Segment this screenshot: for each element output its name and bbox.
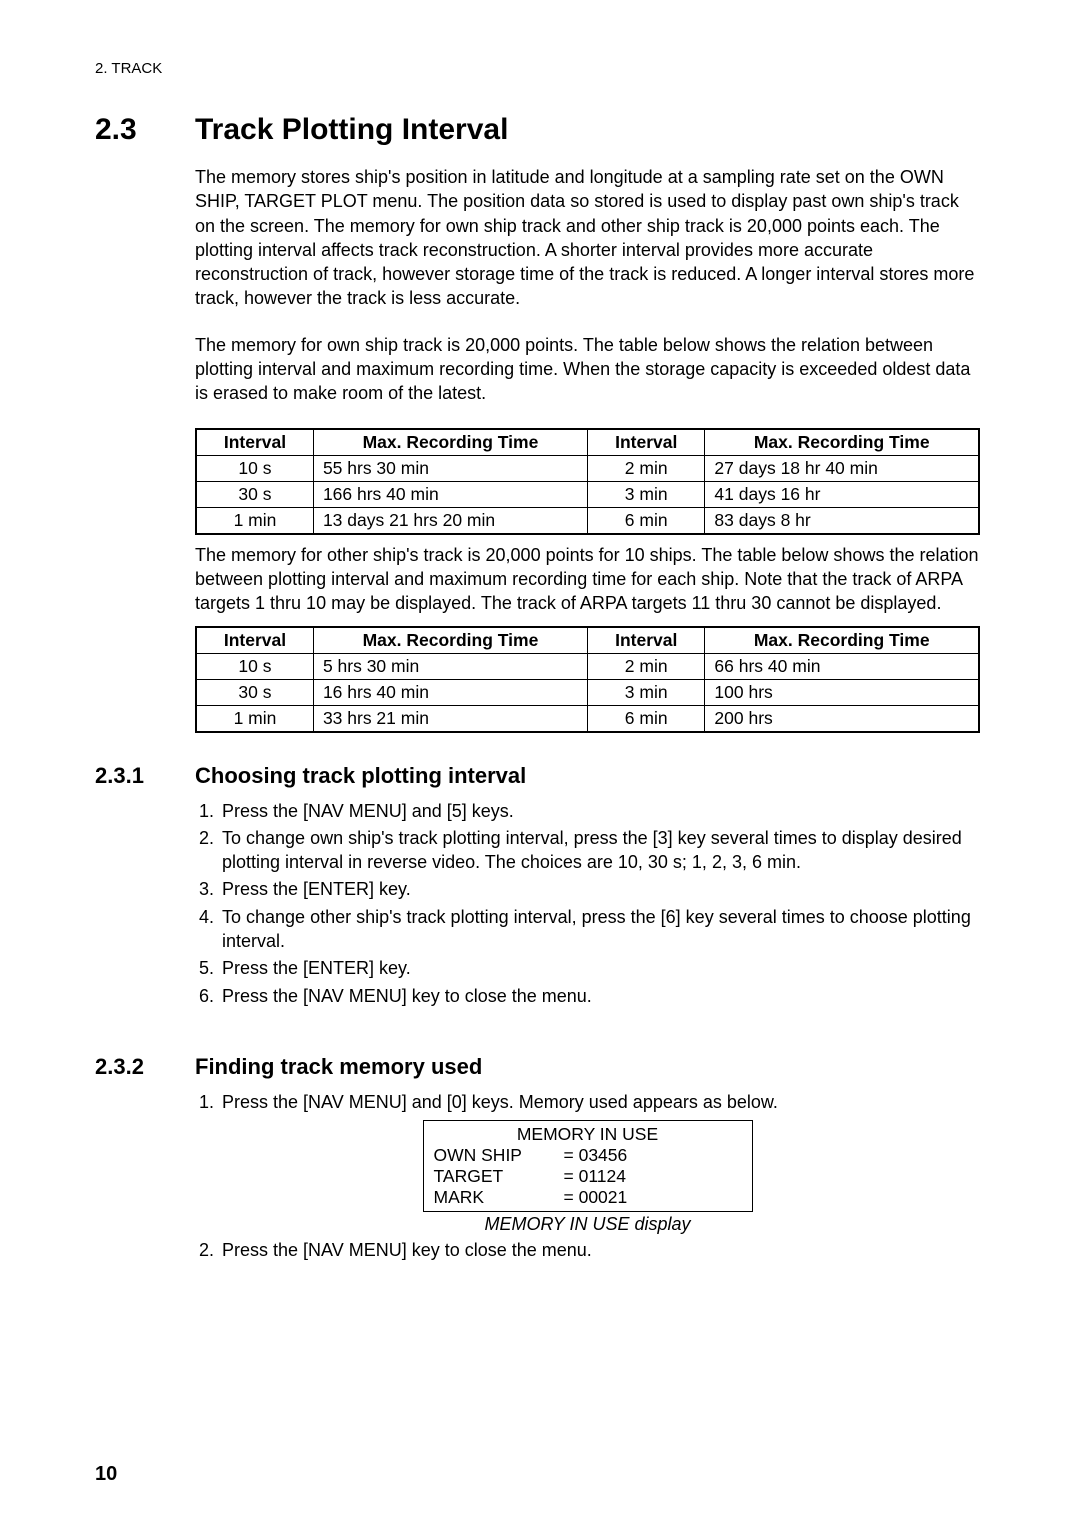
list-item: 1.Press the [NAV MENU] and [0] keys. Mem… xyxy=(195,1090,980,1114)
table-row: 1 min 33 hrs 21 min 6 min 200 hrs xyxy=(196,705,979,732)
table-row: 10 s 5 hrs 30 min 2 min 66 hrs 40 min xyxy=(196,653,979,679)
table-cell: 41 days 16 hr xyxy=(705,481,979,507)
table-cell: 166 hrs 40 min xyxy=(313,481,587,507)
table-cell: 2 min xyxy=(587,455,704,481)
paragraph: The memory for own ship track is 20,000 … xyxy=(195,333,980,406)
table-cell: 1 min xyxy=(196,705,313,732)
list-item: 1.Press the [NAV MENU] and [5] keys. xyxy=(195,799,980,823)
ordered-list: 2.Press the [NAV MENU] key to close the … xyxy=(195,1238,980,1262)
table-row: 1 min 13 days 21 hrs 20 min 6 min 83 day… xyxy=(196,507,979,534)
subsection-title: 2.3.1 Choosing track plotting interval xyxy=(95,763,980,789)
table-cell: 3 min xyxy=(587,481,704,507)
table-cell: 5 hrs 30 min xyxy=(313,653,587,679)
table-cell: 200 hrs xyxy=(705,705,979,732)
subsection-heading: Finding track memory used xyxy=(195,1054,482,1080)
section-heading: Track Plotting Interval xyxy=(195,113,508,147)
recording-time-table-own: Interval Max. Recording Time Interval Ma… xyxy=(195,428,980,535)
table-row: 30 s 166 hrs 40 min 3 min 41 days 16 hr xyxy=(196,481,979,507)
list-item: 2.To change own ship's track plotting in… xyxy=(195,826,980,875)
list-item: 2.Press the [NAV MENU] key to close the … xyxy=(195,1238,980,1262)
table-cell: 2 min xyxy=(587,653,704,679)
table-cell: 3 min xyxy=(587,679,704,705)
table-header: Interval xyxy=(196,429,313,456)
table-header: Interval xyxy=(196,627,313,654)
paragraph: The memory for other ship's track is 20,… xyxy=(195,543,980,616)
ordered-list: 1.Press the [NAV MENU] and [0] keys. Mem… xyxy=(195,1090,980,1114)
table-cell: 66 hrs 40 min xyxy=(705,653,979,679)
section-number: 2.3 xyxy=(95,113,195,147)
section-title: 2.3 Track Plotting Interval xyxy=(95,113,980,147)
ordered-list: 1.Press the [NAV MENU] and [5] keys. 2.T… xyxy=(195,799,980,1008)
table-header: Max. Recording Time xyxy=(313,429,587,456)
list-item: 4.To change other ship's track plotting … xyxy=(195,905,980,954)
subsection-number: 2.3.1 xyxy=(95,763,195,789)
table-cell: 100 hrs xyxy=(705,679,979,705)
table-header: Max. Recording Time xyxy=(705,429,979,456)
page-header: 2. TRACK xyxy=(95,60,980,77)
table-cell: 30 s xyxy=(196,679,313,705)
table-cell: 33 hrs 21 min xyxy=(313,705,587,732)
memory-box-title: MEMORY IN USE xyxy=(434,1124,742,1145)
table-cell: 13 days 21 hrs 20 min xyxy=(313,507,587,534)
table-header: Interval xyxy=(587,429,704,456)
list-item: 6.Press the [NAV MENU] key to close the … xyxy=(195,984,980,1008)
table-cell: 16 hrs 40 min xyxy=(313,679,587,705)
list-item: 5.Press the [ENTER] key. xyxy=(195,956,980,980)
table-header: Max. Recording Time xyxy=(313,627,587,654)
table-cell: 1 min xyxy=(196,507,313,534)
table-cell: 6 min xyxy=(587,705,704,732)
memory-box-caption: MEMORY IN USE display xyxy=(195,1214,980,1235)
table-header: Interval xyxy=(587,627,704,654)
table-cell: 55 hrs 30 min xyxy=(313,455,587,481)
subsection-number: 2.3.2 xyxy=(95,1054,195,1080)
subsection-heading: Choosing track plotting interval xyxy=(195,763,526,789)
table-header: Max. Recording Time xyxy=(705,627,979,654)
memory-box-row: TARGET= 01124 xyxy=(434,1166,742,1187)
subsection-title: 2.3.2 Finding track memory used xyxy=(95,1054,980,1080)
table-cell: 83 days 8 hr xyxy=(705,507,979,534)
page-number: 10 xyxy=(95,1463,117,1486)
paragraph: The memory stores ship's position in lat… xyxy=(195,165,980,311)
memory-box-row: OWN SHIP= 03456 xyxy=(434,1145,742,1166)
table-row: 10 s 55 hrs 30 min 2 min 27 days 18 hr 4… xyxy=(196,455,979,481)
list-item: 3.Press the [ENTER] key. xyxy=(195,877,980,901)
memory-in-use-box: MEMORY IN USE OWN SHIP= 03456 TARGET= 01… xyxy=(423,1120,753,1212)
table-row: 30 s 16 hrs 40 min 3 min 100 hrs xyxy=(196,679,979,705)
table-cell: 6 min xyxy=(587,507,704,534)
table-cell: 10 s xyxy=(196,455,313,481)
memory-box-row: MARK= 00021 xyxy=(434,1187,742,1208)
recording-time-table-other: Interval Max. Recording Time Interval Ma… xyxy=(195,626,980,733)
table-cell: 30 s xyxy=(196,481,313,507)
table-cell: 27 days 18 hr 40 min xyxy=(705,455,979,481)
table-cell: 10 s xyxy=(196,653,313,679)
